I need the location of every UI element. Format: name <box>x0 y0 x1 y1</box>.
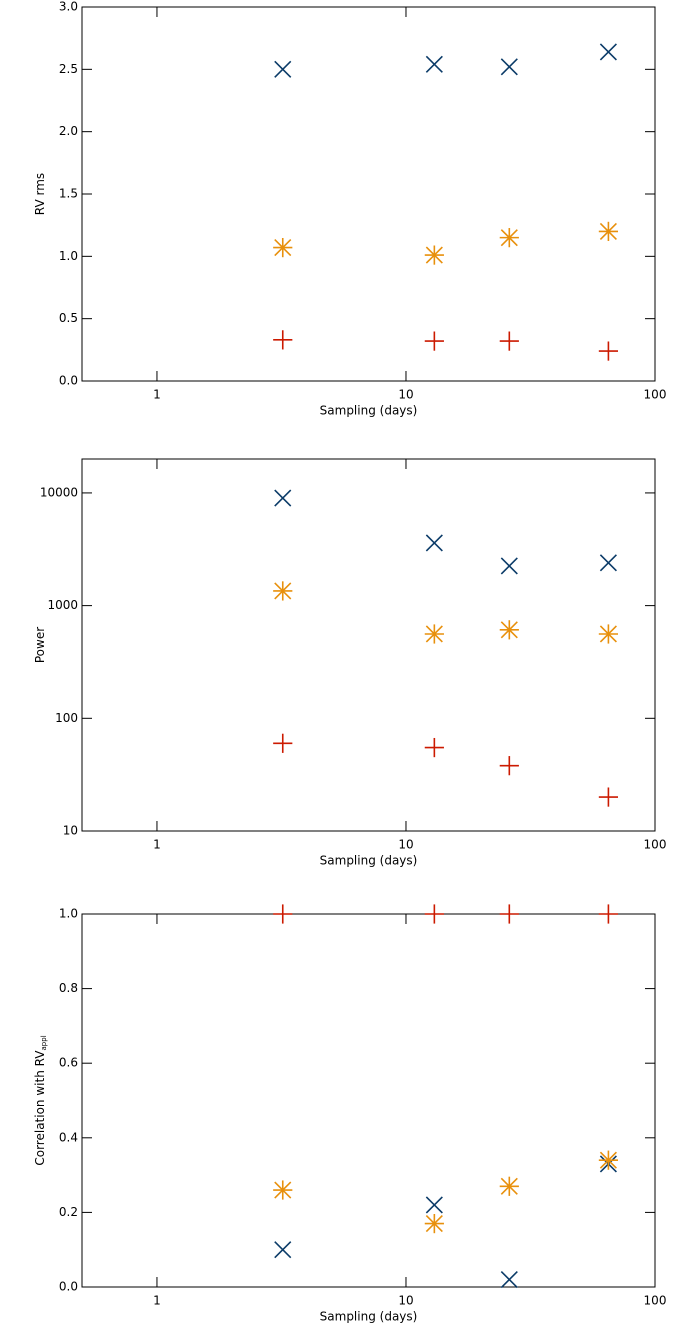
x-axis-label: Sampling (days) <box>320 404 418 418</box>
y-axis-label: Correlation with RVappl <box>33 1035 49 1165</box>
marker <box>499 756 519 776</box>
marker <box>500 557 518 575</box>
marker-stroke <box>500 1270 518 1289</box>
y-tick-label: 1.0 <box>59 907 78 921</box>
x-tick-label: 100 <box>644 1294 667 1308</box>
y-tick-label: 0.2 <box>59 1205 78 1219</box>
x-axis-label: Sampling (days) <box>320 854 418 868</box>
x-tick-label: 1 <box>153 838 161 852</box>
marker <box>273 904 293 924</box>
marker <box>424 1213 444 1234</box>
marker <box>500 58 518 76</box>
x-tick-label: 100 <box>644 838 667 852</box>
y-tick-label: 0.4 <box>59 1130 78 1144</box>
marker <box>274 60 292 78</box>
plot-frame <box>81 458 656 832</box>
y-tick-label: 0.0 <box>59 1280 78 1294</box>
marker <box>499 228 519 248</box>
marker <box>599 554 617 572</box>
marker-stroke <box>599 43 617 61</box>
marker <box>598 341 619 361</box>
marker <box>424 624 444 644</box>
y-axis-label-text: RV rms <box>33 173 47 215</box>
marker-stroke <box>500 58 518 76</box>
marker <box>425 55 443 73</box>
x-tick-label: 100 <box>644 388 667 402</box>
x-tick-label: 10 <box>398 388 413 402</box>
marker <box>274 489 292 507</box>
marker <box>273 733 293 753</box>
marker <box>598 624 619 644</box>
y-axis-label-text: Correlation with RV <box>33 1050 47 1166</box>
marker-stroke <box>425 55 443 73</box>
marker <box>499 904 519 924</box>
marker <box>273 1180 293 1200</box>
y-tick-label: 0.0 <box>59 374 78 388</box>
marker-stroke <box>425 534 443 552</box>
marker-stroke <box>274 60 292 78</box>
marker-stroke <box>274 489 292 507</box>
marker <box>424 904 444 924</box>
y-axis-label-text: Power <box>33 627 47 663</box>
y-tick-label: 2.0 <box>59 124 78 138</box>
marker <box>425 534 443 552</box>
marker <box>424 245 444 265</box>
marker <box>424 331 444 351</box>
marker <box>273 330 293 350</box>
plot-frame <box>81 913 656 1288</box>
marker <box>500 1270 518 1289</box>
y-tick-label: 0.6 <box>59 1056 78 1070</box>
x-axis-label: Sampling (days) <box>320 1310 418 1324</box>
plot-frame <box>81 6 656 382</box>
x-tick-label: 10 <box>398 838 413 852</box>
marker <box>273 581 293 601</box>
marker <box>599 43 617 61</box>
marker-stroke <box>274 1241 292 1259</box>
y-tick-label: 0.5 <box>59 311 78 325</box>
marker <box>598 787 619 807</box>
marker <box>598 1150 619 1170</box>
y-tick-label: 2.5 <box>59 62 78 76</box>
y-tick-label: 0.8 <box>59 981 78 995</box>
y-tick-label: 1.5 <box>59 187 78 201</box>
y-tick-label: 100 <box>55 711 78 725</box>
y-tick-label: 10 <box>63 824 78 838</box>
marker <box>598 221 619 241</box>
x-tick-label: 1 <box>153 1294 161 1308</box>
x-tick-label: 10 <box>398 1294 413 1308</box>
marker <box>425 1196 443 1214</box>
marker-stroke <box>599 554 617 572</box>
marker <box>273 238 293 258</box>
x-tick-label: 1 <box>153 388 161 402</box>
y-tick-label: 10000 <box>40 485 78 499</box>
y-tick-label: 1000 <box>47 598 78 612</box>
y-axis-label-sub: appl <box>40 1035 48 1050</box>
marker-stroke <box>500 557 518 575</box>
marker-stroke <box>425 1196 443 1214</box>
y-tick-label: 1.0 <box>59 249 78 263</box>
y-tick-label: 3.0 <box>59 0 78 14</box>
marker <box>499 1176 519 1196</box>
y-axis-label: RV rms <box>33 173 47 215</box>
marker <box>274 1241 292 1259</box>
marker <box>499 620 519 640</box>
marker <box>598 904 619 924</box>
y-axis-label: Power <box>33 627 47 663</box>
marker <box>424 737 444 758</box>
marker <box>499 331 519 351</box>
